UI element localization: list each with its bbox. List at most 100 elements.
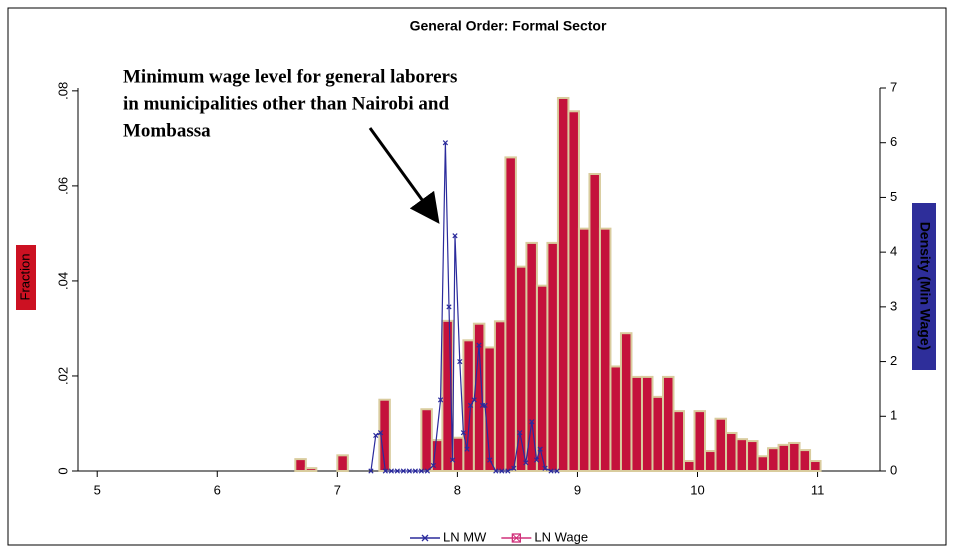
point-marker [542, 465, 548, 471]
bar [651, 395, 664, 473]
y2-tick-label: 2 [890, 353, 897, 368]
point-marker [529, 419, 535, 425]
bar [294, 458, 307, 473]
point-marker [377, 430, 384, 436]
point-marker [548, 468, 554, 474]
bar [809, 460, 822, 472]
annotation: Mombassa [123, 120, 211, 141]
point-marker [499, 468, 505, 474]
point-marker [534, 457, 540, 463]
x-tick-label: 9 [574, 482, 581, 497]
point-marker [437, 397, 444, 403]
point-marker [471, 397, 477, 403]
legend-label: LN Wage [534, 529, 588, 544]
bar [420, 408, 433, 472]
point-marker [482, 402, 488, 408]
y-axis-label: Fraction [17, 254, 32, 301]
y-tick-label: 0 [55, 467, 70, 474]
legend-label: LN MW [443, 529, 487, 544]
bar [630, 375, 643, 472]
x-tick-label: 6 [214, 482, 221, 497]
x-tick-label: 8 [454, 482, 461, 497]
bar [756, 455, 770, 472]
point-marker [464, 446, 470, 452]
point-marker [394, 468, 400, 474]
point-marker [373, 432, 379, 439]
annotation: in municipalities other than Nairobi and [123, 93, 449, 114]
y-tick-label: .08 [55, 82, 70, 100]
bar [546, 241, 559, 472]
y-tick-label: .04 [55, 272, 70, 290]
bar [577, 227, 591, 472]
x-tick-label: 5 [94, 482, 101, 497]
point-marker [467, 402, 474, 408]
point-marker [554, 468, 560, 474]
bar [493, 320, 507, 472]
bar [661, 375, 675, 472]
bar [714, 417, 728, 472]
bar [567, 110, 580, 472]
point-marker [400, 468, 406, 474]
y-tick-label: .06 [55, 177, 70, 195]
line [370, 142, 558, 472]
y2-tick-label: 4 [890, 244, 897, 259]
bar [598, 227, 612, 472]
bar [535, 284, 549, 473]
point-marker [424, 468, 430, 474]
bar [304, 467, 318, 473]
legend-marker [421, 534, 429, 542]
bar [588, 173, 601, 472]
bar [777, 443, 791, 473]
point-marker [430, 462, 437, 469]
y-label-box [16, 245, 36, 310]
bar [640, 375, 654, 472]
point-marker [368, 468, 374, 474]
point-marker [442, 140, 449, 146]
bar [556, 96, 570, 472]
x-tick-label: 7 [334, 482, 341, 497]
point-marker [537, 446, 543, 452]
x-tick-label: 10 [690, 482, 704, 497]
point-marker [457, 358, 463, 365]
y-tick-label: .02 [55, 367, 70, 385]
point-marker [388, 468, 394, 474]
bar [735, 438, 749, 473]
point-marker [449, 457, 456, 463]
point-marker [505, 468, 511, 474]
bar [672, 410, 686, 473]
bar [451, 436, 465, 472]
bar [767, 447, 780, 473]
legend-marker [511, 533, 521, 543]
point-marker [446, 304, 452, 310]
bar [336, 454, 349, 472]
y2-tick-label: 3 [890, 298, 897, 313]
annotation-arrow [368, 127, 440, 224]
bar [798, 449, 812, 472]
point-marker [487, 457, 493, 463]
bar [609, 365, 622, 472]
point-marker [523, 460, 529, 466]
bar [504, 156, 517, 472]
y2-tick-label: 5 [890, 189, 897, 204]
point-marker [412, 468, 418, 474]
point-marker [406, 468, 412, 474]
point-marker [418, 468, 424, 474]
point-marker [452, 233, 458, 239]
bar [693, 410, 707, 473]
chart-title: General Order: Formal Sector [410, 18, 607, 34]
y2-tick-label: 7 [890, 79, 897, 94]
y2-tick-label: 0 [890, 462, 897, 477]
bar [525, 241, 538, 472]
legend-marker [511, 533, 521, 543]
y2-tick-label: 1 [890, 408, 897, 423]
point-marker [511, 465, 517, 471]
bar [619, 332, 633, 473]
bar [704, 450, 717, 472]
point-marker [517, 430, 523, 436]
annotation: Minimum wage level for general laborers [123, 66, 457, 87]
y2-tick-label: 6 [890, 134, 897, 149]
point-marker [493, 468, 499, 474]
y2-label-box [912, 203, 936, 370]
point-marker [476, 342, 482, 348]
